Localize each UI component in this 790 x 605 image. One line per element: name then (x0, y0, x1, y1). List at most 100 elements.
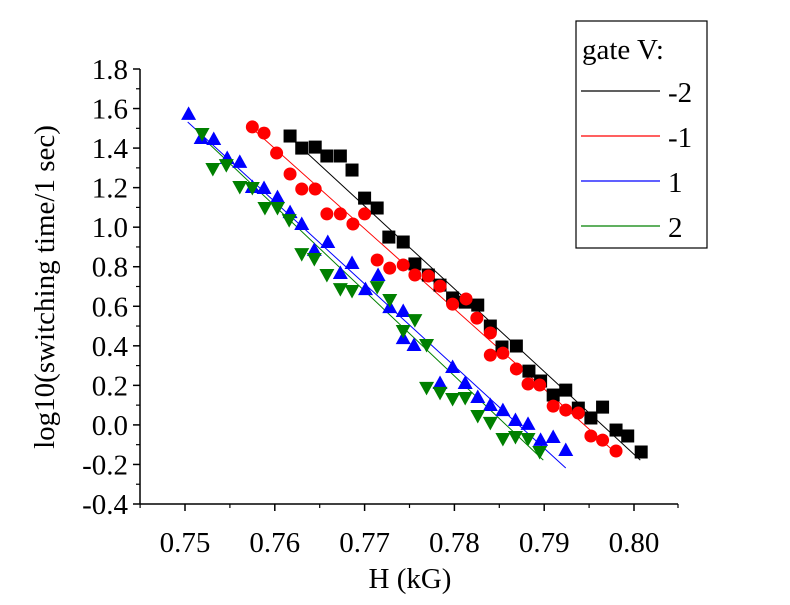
legend-label-1: 1 (668, 167, 683, 199)
data-point (596, 400, 610, 414)
data-point (507, 412, 523, 426)
data-point (294, 248, 310, 262)
data-point (522, 364, 536, 378)
y-tick-label: 0.4 (92, 331, 129, 363)
data-point (533, 432, 549, 446)
data-point (256, 180, 272, 195)
data-point (507, 430, 523, 445)
data-point (346, 217, 360, 231)
data-point (609, 444, 623, 458)
data-point (370, 253, 384, 267)
data-point (205, 163, 221, 177)
data-point (206, 131, 222, 145)
y-tick-label: -0.2 (82, 449, 128, 481)
data-point (269, 202, 285, 216)
data-point (407, 314, 423, 328)
data-point (232, 181, 248, 195)
x-tick-label: 0.78 (429, 527, 480, 559)
x-tick-label: 0.76 (249, 527, 300, 559)
data-point (181, 106, 197, 120)
y-tick-label: 1.8 (92, 54, 128, 86)
data-point (470, 410, 486, 424)
data-point (382, 230, 396, 244)
data-point (532, 445, 548, 460)
legend-label-neg1: -1 (668, 122, 692, 154)
y-tick-label: 1.6 (92, 94, 128, 126)
data-point (471, 298, 485, 312)
y-tick-label: 1.0 (92, 212, 128, 244)
data-point (432, 386, 448, 401)
data-point (370, 201, 384, 215)
data-point (621, 429, 635, 443)
data-point (344, 255, 360, 269)
data-point (306, 253, 322, 267)
data-point (283, 167, 297, 181)
data-point (295, 182, 309, 196)
data-point (396, 235, 410, 249)
data-point (509, 339, 523, 353)
data-point (408, 268, 422, 282)
data-point (358, 207, 372, 221)
data-point (459, 292, 473, 306)
data-point (509, 362, 523, 376)
fit-lines (187, 121, 641, 469)
data-points (181, 106, 648, 460)
y-tick-label: 1.2 (92, 173, 128, 205)
data-point (559, 383, 573, 397)
legend-title: gate V: (582, 34, 664, 66)
data-point (333, 149, 347, 163)
data-point (419, 381, 435, 396)
data-point (419, 339, 435, 353)
data-point (194, 128, 210, 142)
data-point (308, 140, 322, 154)
x-tick-label: 0.80 (609, 527, 660, 559)
data-point (358, 191, 372, 205)
legend-label-neg2: -2 (668, 77, 692, 109)
data-point (257, 126, 271, 140)
data-point (421, 269, 435, 283)
x-tick-label: 0.75 (160, 527, 211, 559)
x-axis-title: H (kG) (369, 563, 452, 595)
data-point (333, 207, 347, 221)
data-point (308, 182, 322, 196)
data-point (270, 146, 284, 160)
legend: gate V: -2 -1 1 2 (575, 20, 708, 249)
data-point (446, 297, 460, 311)
data-point (383, 261, 397, 275)
y-tick-label: -0.4 (82, 489, 128, 521)
data-point (584, 411, 598, 425)
data-point (483, 326, 497, 340)
data-point (245, 120, 259, 134)
data-point (457, 392, 473, 406)
data-point (482, 416, 498, 431)
data-point (306, 242, 322, 256)
data-point (571, 406, 585, 420)
data-point (521, 377, 535, 391)
data-point (344, 285, 360, 299)
data-point (395, 303, 411, 318)
data-point (584, 429, 598, 443)
y-axis-title: log10(switching time/1 sec) (29, 125, 61, 449)
legend-label-2: 2 (668, 212, 683, 244)
data-point (545, 429, 561, 443)
x-tick-label: 0.79 (519, 527, 570, 559)
data-point (395, 324, 411, 339)
data-point (470, 311, 484, 325)
data-point (332, 283, 348, 297)
data-point (320, 149, 334, 163)
legend-box (575, 20, 708, 249)
data-point (408, 257, 422, 271)
series-2 (194, 128, 548, 460)
data-point (320, 207, 334, 221)
y-tick-label: 1.4 (92, 133, 129, 165)
data-point (546, 388, 560, 402)
data-point (244, 182, 260, 196)
series-neg1 (245, 120, 623, 458)
data-point (294, 216, 310, 231)
data-point (482, 397, 498, 411)
data-point (232, 154, 248, 168)
data-point (396, 258, 410, 272)
data-point (406, 337, 422, 352)
data-point (320, 234, 336, 249)
